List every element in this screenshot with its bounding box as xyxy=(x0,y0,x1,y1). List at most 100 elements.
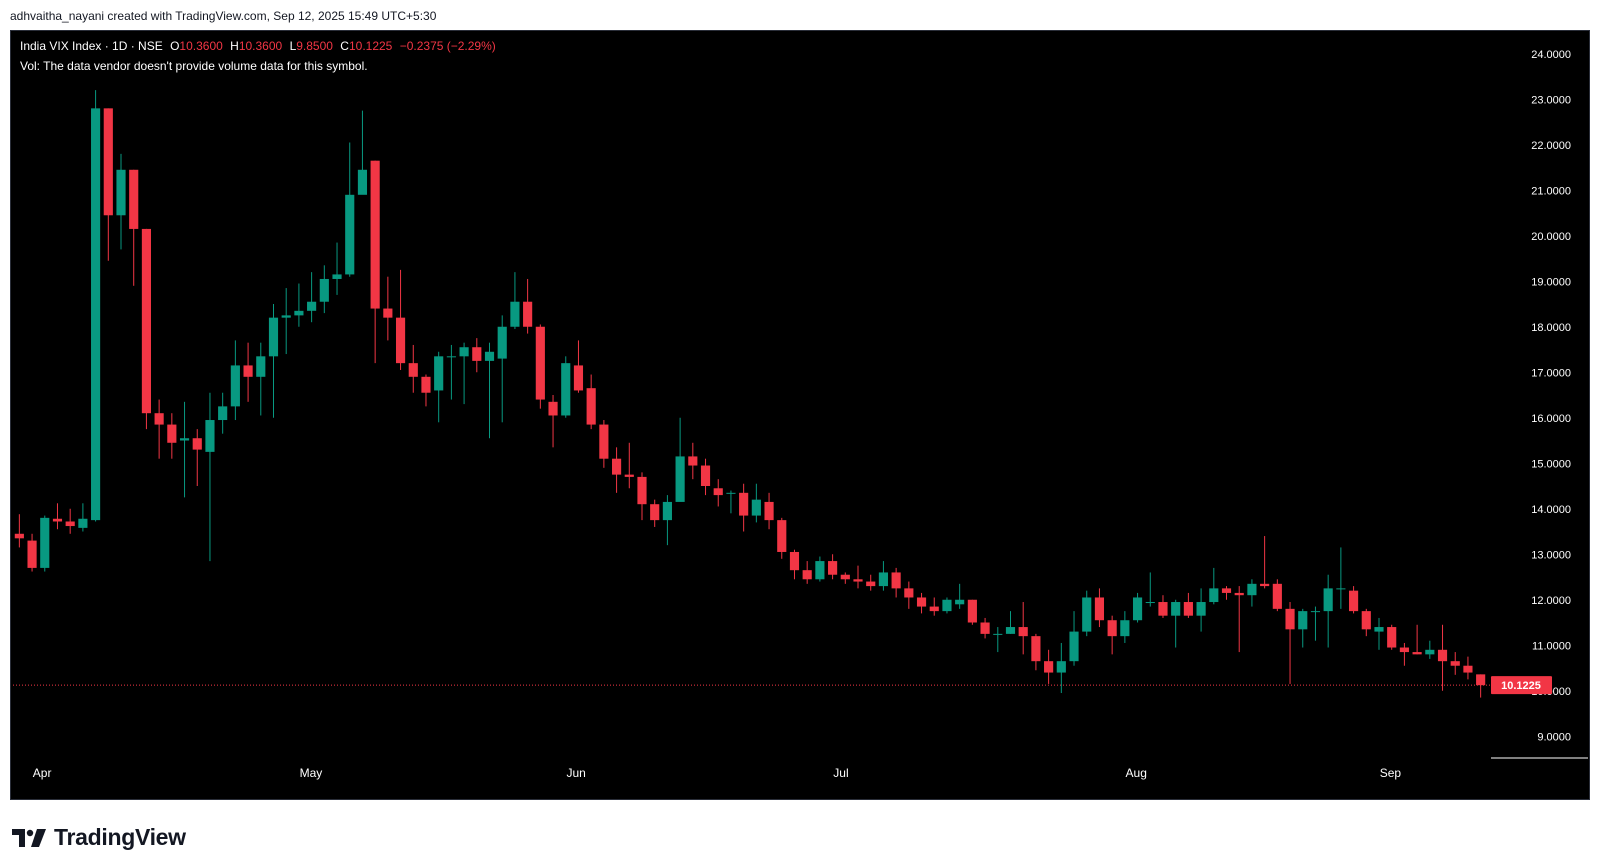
candle-body[interactable] xyxy=(230,365,240,407)
candle-body[interactable] xyxy=(751,499,761,516)
candle-body[interactable] xyxy=(154,413,164,425)
candle-body[interactable] xyxy=(1298,611,1308,630)
candle-body[interactable] xyxy=(904,588,914,598)
candle-body[interactable] xyxy=(1349,590,1359,612)
candle-body[interactable] xyxy=(802,570,812,580)
candle-body[interactable] xyxy=(929,606,939,612)
candle-body[interactable] xyxy=(866,581,876,587)
candle-body[interactable] xyxy=(497,326,507,359)
candle-body[interactable] xyxy=(1082,597,1092,632)
candle-body[interactable] xyxy=(268,317,279,357)
candle-body[interactable] xyxy=(307,301,317,311)
candle-body[interactable] xyxy=(535,326,545,400)
candle-body[interactable] xyxy=(739,492,749,516)
candle-body[interactable] xyxy=(1044,661,1054,673)
candle-body[interactable] xyxy=(446,356,456,358)
candle-body[interactable] xyxy=(789,551,800,571)
candle-body[interactable] xyxy=(1260,583,1270,587)
candle-body[interactable] xyxy=(218,406,228,421)
candle-body[interactable] xyxy=(1272,583,1282,609)
candle-body[interactable] xyxy=(980,622,990,634)
candle-body[interactable] xyxy=(967,599,977,623)
candle-body[interactable] xyxy=(281,315,291,318)
candle-body[interactable] xyxy=(624,474,634,477)
candle-body[interactable] xyxy=(1183,602,1193,616)
candle-body[interactable] xyxy=(421,376,431,393)
candle-body[interactable] xyxy=(484,351,495,361)
candle-body[interactable] xyxy=(777,520,787,552)
candle-body[interactable] xyxy=(383,308,393,318)
candle-body[interactable] xyxy=(586,388,596,425)
candle-body[interactable] xyxy=(1145,602,1155,604)
candle-body[interactable] xyxy=(78,518,88,528)
candle-body[interactable] xyxy=(1412,652,1422,655)
candle-body[interactable] xyxy=(1399,647,1409,653)
candle-body[interactable] xyxy=(179,438,190,441)
candle-body[interactable] xyxy=(1374,627,1384,632)
candle-body[interactable] xyxy=(1450,661,1460,666)
candle-body[interactable] xyxy=(573,365,584,391)
candle-body[interactable] xyxy=(637,476,647,505)
candle-body[interactable] xyxy=(599,424,609,459)
candle-body[interactable] xyxy=(726,492,736,494)
candle-body[interactable] xyxy=(942,599,952,612)
candle-body[interactable] xyxy=(395,317,406,364)
candle-body[interactable] xyxy=(1069,631,1079,662)
candle-body[interactable] xyxy=(472,347,482,361)
candle-body[interactable] xyxy=(1310,611,1321,613)
candle-body[interactable] xyxy=(14,533,24,539)
candle-body[interactable] xyxy=(548,401,558,416)
candle-body[interactable] xyxy=(332,274,342,279)
candle-body[interactable] xyxy=(408,363,418,377)
candle-body[interactable] xyxy=(1437,649,1448,662)
candle-body[interactable] xyxy=(167,424,177,443)
candle-body[interactable] xyxy=(1158,602,1168,616)
candle-body[interactable] xyxy=(1323,588,1333,612)
candle-body[interactable] xyxy=(1094,597,1105,621)
candle-body[interactable] xyxy=(700,465,711,486)
candle-body[interactable] xyxy=(256,356,266,377)
candle-body[interactable] xyxy=(662,501,672,521)
candle-body[interactable] xyxy=(129,169,139,229)
candle-body[interactable] xyxy=(675,456,685,502)
candle-body[interactable] xyxy=(523,301,533,327)
candle-body[interactable] xyxy=(40,517,50,568)
candle-body[interactable] xyxy=(1285,608,1295,630)
candle-body[interactable] xyxy=(1463,665,1473,673)
candle-body[interactable] xyxy=(1171,602,1181,616)
candle-body[interactable] xyxy=(612,458,622,475)
candle-body[interactable] xyxy=(1056,661,1066,673)
candle-body[interactable] xyxy=(815,561,825,580)
candle-body[interactable] xyxy=(27,540,37,568)
candle-body[interactable] xyxy=(650,504,660,521)
candle-body[interactable] xyxy=(116,169,126,216)
candle-body[interactable] xyxy=(1387,627,1397,648)
candle-body[interactable] xyxy=(1120,620,1130,637)
candle-body[interactable] xyxy=(1031,636,1041,662)
candle-body[interactable] xyxy=(1247,583,1257,596)
candle-body[interactable] xyxy=(319,278,329,302)
candle-body[interactable] xyxy=(1132,597,1143,621)
candle-body[interactable] xyxy=(688,456,698,466)
candle-body[interactable] xyxy=(434,356,444,391)
candle-body[interactable] xyxy=(1005,627,1016,634)
candle-body[interactable] xyxy=(510,301,520,327)
candle-body[interactable] xyxy=(357,169,368,195)
candle-body[interactable] xyxy=(192,438,202,450)
candle-body[interactable] xyxy=(1209,588,1219,603)
candle-body[interactable] xyxy=(294,310,304,316)
candle-body[interactable] xyxy=(1107,620,1117,637)
candle-body[interactable] xyxy=(891,572,901,589)
candle-body[interactable] xyxy=(345,194,355,275)
candle-body[interactable] xyxy=(1336,588,1346,590)
candle-body[interactable] xyxy=(1221,588,1232,593)
candle-body[interactable] xyxy=(1361,611,1371,630)
candle-body[interactable] xyxy=(1425,649,1435,655)
candle-body[interactable] xyxy=(65,521,75,527)
candle-body[interactable] xyxy=(370,160,380,309)
candle-body[interactable] xyxy=(840,574,850,580)
candle-body[interactable] xyxy=(993,633,1003,635)
candle-body[interactable] xyxy=(713,488,723,496)
candle-body[interactable] xyxy=(243,365,253,377)
candlestick-chart[interactable]: 9.000010.000011.000012.000013.000014.000… xyxy=(11,31,1589,799)
